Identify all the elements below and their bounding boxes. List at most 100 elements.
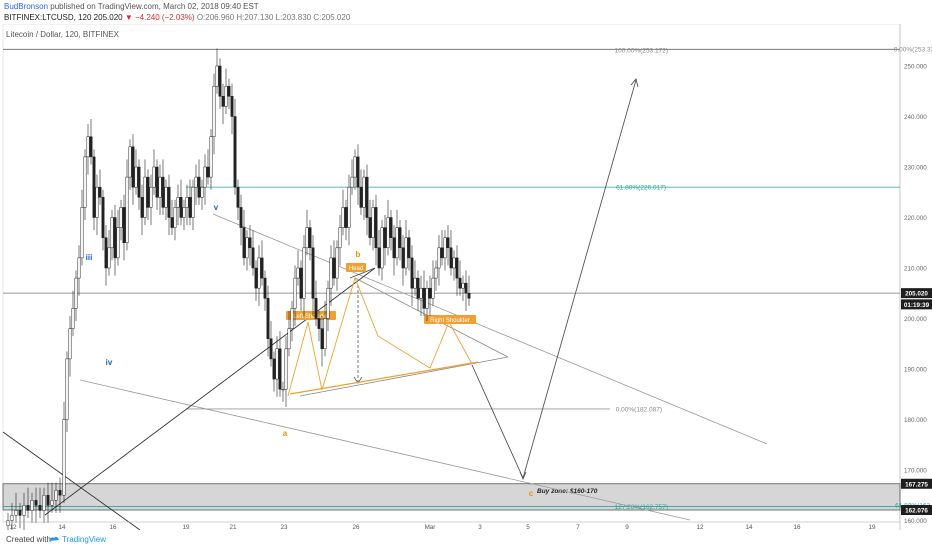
candle bbox=[200, 179, 204, 210]
fib-label: 61.80%(226.017) bbox=[616, 185, 666, 192]
candle bbox=[443, 230, 447, 271]
candle bbox=[248, 225, 252, 266]
candle bbox=[467, 275, 471, 306]
candle-body bbox=[422, 287, 426, 309]
candle bbox=[293, 265, 297, 327]
candle bbox=[281, 381, 285, 402]
candle bbox=[233, 98, 237, 195]
price-badge-bg bbox=[901, 478, 932, 489]
candle-body bbox=[461, 282, 465, 289]
chart-area[interactable]: Minimum Target Zone: $290-310Buy zone: $… bbox=[0, 24, 932, 530]
buy-zone-label: Buy zone: $160-170 bbox=[537, 488, 598, 495]
candle bbox=[65, 351, 69, 433]
candle bbox=[272, 351, 276, 392]
candle-body bbox=[89, 136, 93, 158]
candle-body bbox=[323, 318, 327, 350]
plot-frame bbox=[2, 24, 901, 523]
candle-body bbox=[389, 217, 393, 238]
candle bbox=[401, 235, 405, 286]
candle bbox=[305, 209, 309, 256]
tradingview-brand[interactable]: TradingView bbox=[62, 535, 107, 544]
chart-header: BudBronson published on TradingView.com,… bbox=[0, 0, 932, 24]
candle-body bbox=[125, 176, 129, 244]
candle-body bbox=[6, 520, 10, 526]
price-chart[interactable]: Minimum Target Zone: $290-310Buy zone: $… bbox=[0, 24, 932, 530]
candle bbox=[380, 220, 384, 281]
candle bbox=[218, 58, 222, 109]
price-badge-bg bbox=[901, 299, 932, 310]
candle bbox=[34, 487, 38, 524]
fib-label: 0.00%(182.087) bbox=[616, 406, 662, 413]
candle-body bbox=[191, 186, 195, 218]
candle-body bbox=[137, 166, 141, 198]
candle-body bbox=[152, 166, 156, 188]
candle bbox=[155, 159, 159, 210]
candle-body bbox=[26, 505, 30, 511]
candle bbox=[398, 220, 402, 261]
candle-body bbox=[46, 495, 50, 506]
wave-label: v bbox=[214, 203, 219, 212]
candle-body bbox=[122, 207, 126, 243]
lower-trendline bbox=[79, 379, 691, 521]
candle-body bbox=[203, 166, 207, 188]
candle-body bbox=[107, 247, 111, 269]
candle bbox=[46, 482, 50, 524]
candle bbox=[371, 199, 375, 251]
price-badge-label: 162.076 bbox=[905, 508, 928, 515]
candle-body bbox=[365, 176, 369, 218]
candle-body bbox=[131, 146, 135, 188]
support-trendline bbox=[44, 267, 376, 516]
candle bbox=[428, 275, 432, 316]
candle bbox=[410, 245, 414, 306]
candle bbox=[42, 487, 46, 524]
candle bbox=[236, 179, 240, 221]
candle bbox=[419, 275, 423, 316]
candle-body bbox=[239, 207, 243, 228]
candle-body bbox=[92, 156, 96, 218]
candle bbox=[122, 194, 126, 261]
candle-body bbox=[173, 207, 177, 228]
candle-body bbox=[164, 186, 168, 208]
candle bbox=[38, 487, 42, 518]
candle bbox=[386, 199, 390, 256]
candle bbox=[347, 174, 351, 246]
candle-body bbox=[299, 267, 303, 299]
candle bbox=[413, 260, 417, 296]
candle bbox=[284, 336, 288, 407]
price-badge-label: 205.020 bbox=[905, 291, 928, 298]
symbol-line: BITFINEX:LTCUSD, 120 205.020 ▼ −4.240 (−… bbox=[4, 12, 350, 23]
time-tick-label: 26 bbox=[352, 524, 360, 530]
pattern-label: Left Shoulder bbox=[293, 314, 329, 320]
candle bbox=[329, 245, 333, 306]
candle bbox=[308, 220, 312, 261]
neckline bbox=[289, 361, 479, 395]
time-tick-label: 19 bbox=[868, 524, 876, 530]
candle-body bbox=[215, 65, 219, 87]
price-tick-label: 160.000 bbox=[904, 518, 927, 525]
published-text: published on TradingView.com, March 02, … bbox=[50, 2, 259, 11]
candle-body bbox=[341, 207, 345, 228]
candle-body bbox=[116, 227, 120, 259]
candle-body bbox=[392, 237, 396, 259]
candle-body bbox=[395, 227, 399, 259]
time-tick-label: 12 bbox=[9, 524, 17, 530]
candle-body bbox=[407, 237, 411, 259]
candle bbox=[182, 199, 186, 231]
author-link[interactable]: BudBronson bbox=[4, 2, 49, 11]
candle bbox=[188, 179, 192, 226]
candle-body bbox=[227, 85, 231, 97]
candle-body bbox=[245, 237, 249, 259]
symbol-text: BITFINEX:LTCUSD, 120 bbox=[4, 13, 92, 22]
candle-body bbox=[209, 136, 213, 178]
price-tick-label: 220.000 bbox=[904, 215, 927, 222]
candle-body bbox=[281, 388, 285, 391]
candle bbox=[404, 220, 408, 276]
candle-body bbox=[419, 287, 423, 299]
candle bbox=[434, 260, 438, 291]
candle-body bbox=[317, 318, 321, 329]
candle bbox=[58, 477, 62, 513]
candle bbox=[209, 129, 213, 190]
candle-body bbox=[467, 293, 471, 299]
candle-body bbox=[158, 176, 162, 198]
candle bbox=[185, 184, 189, 226]
